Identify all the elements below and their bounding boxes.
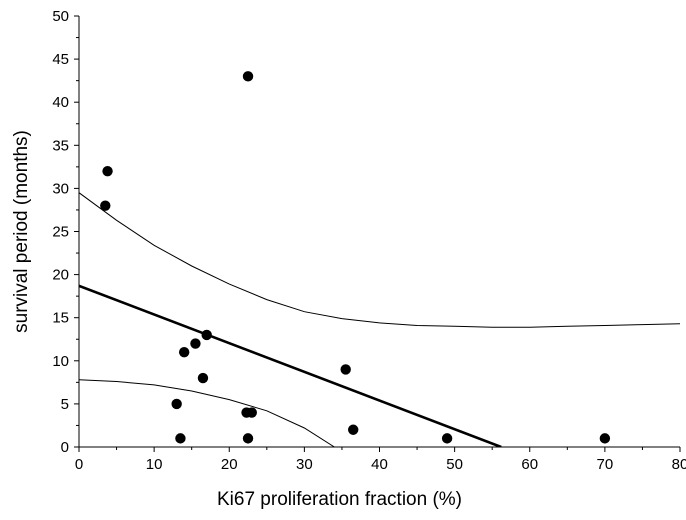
x-axis-title: Ki67 proliferation fraction (%) xyxy=(217,489,462,510)
y-tick-label: 25 xyxy=(52,224,69,241)
y-tick-label: 30 xyxy=(52,180,69,197)
data-point xyxy=(201,329,212,341)
data-point xyxy=(190,338,201,349)
x-tick-label: 80 xyxy=(672,456,686,473)
x-tick-label: 60 xyxy=(521,456,538,473)
data-point xyxy=(340,364,351,375)
data-point xyxy=(102,165,113,177)
x-tick-label: 70 xyxy=(597,456,614,473)
data-point xyxy=(348,424,359,435)
data-point xyxy=(599,433,611,444)
data-point xyxy=(197,372,209,384)
data-point xyxy=(441,433,453,444)
y-tick-label: 5 xyxy=(61,396,69,413)
regression-line xyxy=(79,284,502,447)
x-tick-label: 30 xyxy=(296,456,313,473)
data-point xyxy=(171,398,182,410)
data-point xyxy=(242,433,254,444)
y-tick-label: 40 xyxy=(52,94,69,111)
y-tick-label: 15 xyxy=(52,310,69,327)
y-tick-label: 0 xyxy=(61,439,69,456)
upper-confidence-curve xyxy=(79,192,680,328)
y-tick-label: 10 xyxy=(52,353,69,370)
x-tick-label: 0 xyxy=(75,456,83,473)
y-tick-label: 35 xyxy=(52,137,69,154)
y-tick-label: 45 xyxy=(52,51,69,68)
x-tick-label: 50 xyxy=(446,456,463,473)
axes xyxy=(74,15,681,452)
labels-layer: 0 5 10 15 20 25 30 35 40 45 50 0 10 20 30 40 50 60 70 80 Ki6… xyxy=(11,8,686,510)
y-axis-title: survival period (months) xyxy=(11,130,32,333)
data-point xyxy=(100,200,111,211)
y-tick-label: 50 xyxy=(52,8,69,25)
x-tick-label: 10 xyxy=(146,456,163,473)
x-tick-label: 20 xyxy=(221,456,238,473)
data-point xyxy=(175,433,186,444)
lower-confidence-curve xyxy=(79,379,335,447)
x-tick-label: 40 xyxy=(371,456,388,473)
data-point xyxy=(242,71,254,82)
series-layer xyxy=(79,71,680,447)
data-point xyxy=(246,407,257,418)
data-point xyxy=(178,346,190,358)
y-tick-label: 20 xyxy=(52,267,69,284)
